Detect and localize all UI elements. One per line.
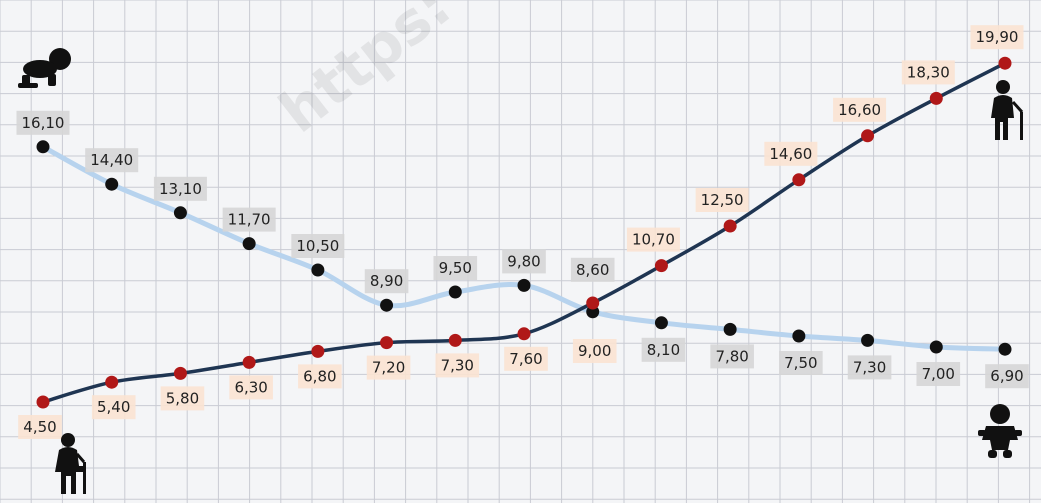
data-label-bg	[985, 364, 1029, 389]
data-label: 6,80	[303, 367, 336, 385]
data-label: 4,50	[23, 418, 56, 436]
data-label-bg	[291, 234, 345, 258]
data-point	[792, 329, 806, 343]
data-label: 14,60	[769, 145, 812, 163]
data-point	[36, 395, 50, 409]
baby-crawling-icon	[18, 48, 71, 88]
data-point	[448, 333, 462, 347]
data-point	[105, 375, 119, 389]
data-label-bg	[764, 141, 818, 166]
data-point	[861, 129, 875, 143]
data-point	[173, 366, 187, 380]
data-point	[998, 342, 1012, 356]
data-label: 12,50	[701, 191, 744, 209]
data-point	[36, 140, 50, 154]
data-label-bg	[970, 25, 1024, 50]
data-label-bg	[710, 344, 754, 369]
data-point	[448, 285, 462, 299]
data-label: 8,90	[370, 272, 403, 290]
data-label-bg	[435, 353, 480, 378]
data-label-bg	[572, 339, 617, 363]
data-label: 7,00	[922, 365, 955, 383]
data-label: 11,70	[228, 211, 271, 229]
data-label-bg	[18, 415, 62, 439]
data-point	[380, 298, 394, 312]
data-label-bg	[229, 375, 273, 400]
data-label: 7,30	[441, 356, 474, 374]
data-point	[654, 259, 668, 273]
data-label-bg	[222, 207, 276, 232]
data-label-bg	[433, 256, 478, 280]
data-label: 10,70	[632, 231, 675, 249]
data-point	[517, 327, 531, 341]
data-label: 19,90	[976, 28, 1019, 46]
data-label-bg	[695, 188, 749, 212]
data-label-bg	[916, 362, 961, 386]
data-label-bg	[641, 337, 686, 362]
data-label: 9,50	[439, 259, 472, 277]
data-label: 13,10	[159, 180, 202, 198]
data-label: 7,80	[715, 347, 748, 365]
data-point	[723, 219, 737, 233]
data-label: 6,30	[234, 378, 267, 396]
data-label: 10,50	[296, 237, 339, 255]
data-label: 6,90	[990, 367, 1023, 385]
data-label: 7,50	[784, 354, 817, 372]
data-point	[311, 263, 325, 277]
data-label-bg	[364, 269, 409, 294]
data-label-bg	[570, 257, 615, 282]
data-point	[929, 340, 943, 354]
data-label: 9,80	[507, 252, 540, 270]
data-point	[105, 177, 119, 191]
data-point	[654, 316, 668, 330]
data-label-bg	[504, 346, 548, 371]
data-label: 16,60	[838, 101, 881, 119]
data-point	[792, 173, 806, 187]
data-label-bg	[626, 227, 680, 252]
data-label: 18,30	[907, 63, 950, 81]
data-point	[723, 322, 737, 336]
data-label: 8,60	[576, 261, 609, 279]
data-label-bg	[16, 110, 70, 135]
data-label: 7,60	[509, 350, 542, 368]
data-label-bg	[160, 386, 205, 411]
data-label-bg	[153, 176, 207, 201]
data-label-bg	[847, 355, 892, 380]
data-point	[242, 237, 256, 251]
data-point	[173, 206, 187, 220]
data-label-bg	[901, 60, 955, 85]
data-label: 5,40	[97, 398, 130, 416]
elderly-man-cane-icon	[991, 80, 1024, 140]
elderly-woman-cane-icon	[55, 433, 86, 494]
baby-icon	[978, 404, 1022, 458]
data-label-bg	[366, 355, 411, 380]
data-point	[380, 336, 394, 350]
data-label: 16,10	[22, 114, 65, 132]
data-point	[311, 344, 325, 358]
data-label: 7,30	[853, 358, 886, 376]
data-label-bg	[833, 97, 887, 122]
data-point	[242, 355, 256, 369]
data-label: 9,00	[578, 342, 611, 360]
data-point	[861, 333, 875, 347]
data-label: 5,80	[166, 389, 199, 407]
data-label-bg	[91, 395, 136, 420]
data-label-bg	[502, 249, 546, 274]
data-label: 7,20	[372, 359, 405, 377]
data-point	[517, 278, 531, 292]
data-point	[998, 56, 1012, 70]
data-label-bg	[85, 148, 139, 173]
data-label-bg	[779, 351, 823, 375]
data-point	[586, 296, 600, 310]
data-point	[929, 91, 943, 105]
data-label: 14,40	[90, 151, 133, 169]
data-label: 8,10	[647, 341, 680, 359]
data-label-bg	[298, 364, 342, 389]
